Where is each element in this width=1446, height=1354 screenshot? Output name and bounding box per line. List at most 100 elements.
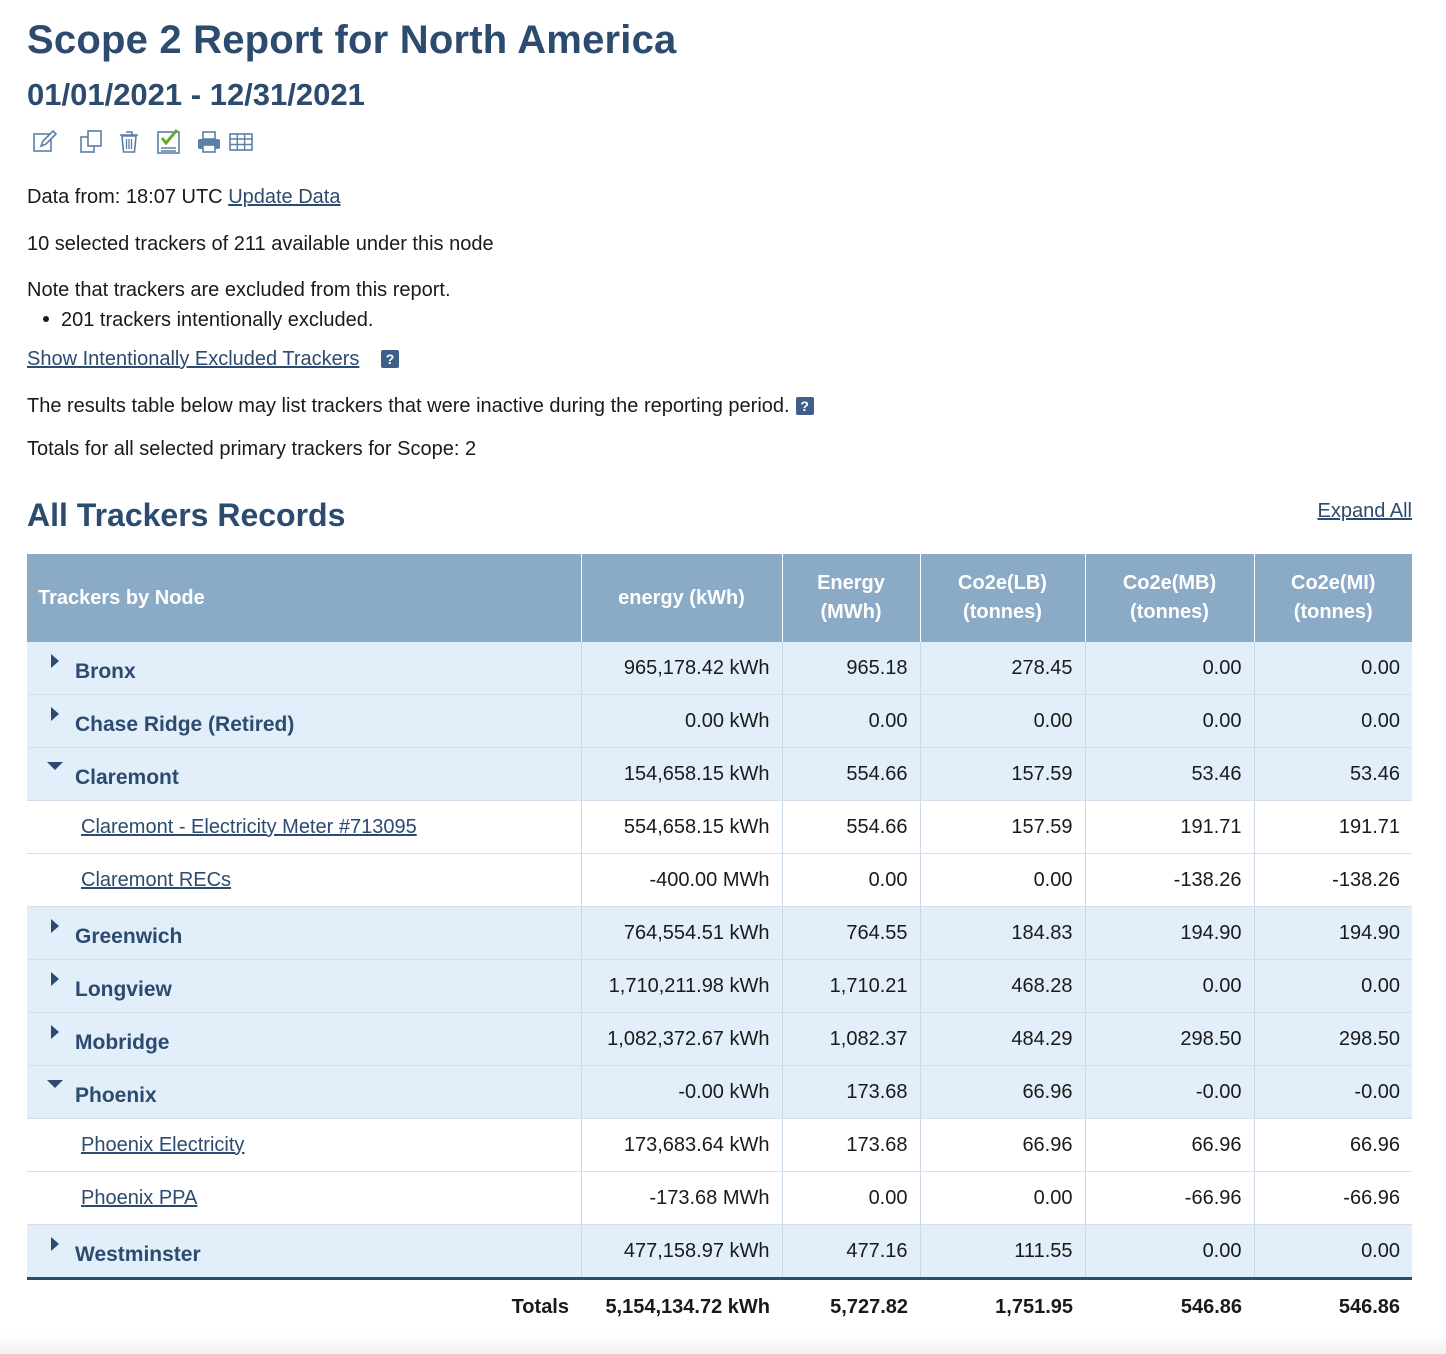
checklist-icon[interactable] — [155, 128, 183, 156]
report-date-range: 01/01/2021 - 12/31/2021 — [27, 77, 365, 112]
cell-co2e-mb: -0.00 — [1085, 1065, 1255, 1119]
cell-co2e-mi: 0.00 — [1254, 642, 1412, 695]
expand-all-link[interactable]: Expand All — [1317, 500, 1412, 522]
header-co2e-mi[interactable]: Co2e(MI) (tonnes) — [1254, 551, 1412, 642]
node-name-westminster[interactable]: Westminster — [75, 1243, 201, 1266]
table-row: Westminster 477,158.97 kWh 477.16 111.55… — [27, 1224, 1412, 1280]
node-name-longview[interactable]: Longview — [75, 978, 172, 1001]
tracker-cell: Phoenix Electricity — [27, 1118, 582, 1172]
cell-co2e-mi: -0.00 — [1254, 1065, 1412, 1119]
show-excluded-trackers-link[interactable]: Show Intentionally Excluded Trackers — [27, 348, 360, 370]
cell-energy-kwh: 1,082,372.67 kWh — [581, 1012, 783, 1066]
table-row: Mobridge 1,082,372.67 kWh 1,082.37 484.2… — [27, 1012, 1412, 1066]
cell-co2e-mi: 194.90 — [1254, 906, 1412, 960]
caret-right-icon[interactable] — [47, 917, 63, 933]
header-energy-mwh-line1: Energy — [817, 572, 885, 594]
caret-down-icon[interactable] — [47, 1076, 63, 1092]
caret-down-icon[interactable] — [47, 758, 63, 774]
caret-right-icon[interactable] — [47, 1023, 63, 1039]
tracker-cell: Phoenix PPA — [27, 1171, 582, 1225]
table-row: Claremont 154,658.15 kWh 554.66 157.59 5… — [27, 747, 1412, 801]
cell-co2e-lb: 468.28 — [920, 959, 1086, 1013]
table-row: Longview 1,710,211.98 kWh 1,710.21 468.2… — [27, 959, 1412, 1013]
page-title: Scope 2 Report for North America — [27, 18, 677, 62]
table-row: Phoenix Electricity 173,683.64 kWh 173.6… — [27, 1118, 1412, 1172]
selected-trackers-text: 10 selected trackers of 211 available un… — [27, 233, 494, 255]
cell-energy-mwh: 0.00 — [782, 853, 921, 907]
help-icon[interactable]: ? — [795, 396, 814, 415]
node-cell: Bronx — [27, 642, 582, 695]
table-row: Claremont RECs -400.00 MWh 0.00 0.00 -13… — [27, 853, 1412, 907]
totals-label: Totals — [27, 1278, 581, 1334]
header-co2e-lb-line1: Co2e(LB) — [958, 572, 1047, 594]
node-name-phoenix[interactable]: Phoenix — [75, 1084, 157, 1107]
cell-co2e-lb: 484.29 — [920, 1012, 1086, 1066]
caret-right-icon[interactable] — [47, 970, 63, 986]
cell-energy-mwh: 1,082.37 — [782, 1012, 921, 1066]
cell-energy-mwh: 554.66 — [782, 800, 921, 854]
cell-energy-mwh: 965.18 — [782, 642, 921, 695]
edit-icon[interactable] — [31, 128, 59, 156]
caret-right-icon[interactable] — [47, 705, 63, 721]
table-row: Bronx 965,178.42 kWh 965.18 278.45 0.00 … — [27, 642, 1412, 695]
node-name-greenwich[interactable]: Greenwich — [75, 925, 183, 948]
table-row: Phoenix PPA -173.68 MWh 0.00 0.00 -66.96… — [27, 1171, 1412, 1225]
cell-energy-kwh: 173,683.64 kWh — [581, 1118, 783, 1172]
cell-co2e-lb: 184.83 — [920, 906, 1086, 960]
header-co2e-lb-line2: (tonnes) — [963, 601, 1042, 623]
total-co2e-mi: 546.86 — [1254, 1278, 1412, 1334]
cell-co2e-mi: 298.50 — [1254, 1012, 1412, 1066]
node-name-bronx[interactable]: Bronx — [75, 660, 136, 683]
cell-co2e-lb: 0.00 — [920, 853, 1086, 907]
excluded-count-text: 201 trackers intentionally excluded. — [61, 309, 374, 331]
node-name-chase-ridge[interactable]: Chase Ridge (Retired) — [75, 713, 295, 736]
cell-co2e-mb: 0.00 — [1085, 694, 1255, 748]
copy-icon[interactable] — [77, 128, 105, 156]
cell-co2e-lb: 111.55 — [920, 1224, 1086, 1280]
cell-energy-kwh: 764,554.51 kWh — [581, 906, 783, 960]
cell-co2e-mi: -66.96 — [1254, 1171, 1412, 1225]
print-icon[interactable] — [195, 128, 223, 156]
caret-right-icon[interactable] — [47, 652, 63, 668]
header-energy-mwh-line2: (MWh) — [820, 601, 882, 623]
cell-co2e-mb: 194.90 — [1085, 906, 1255, 960]
section-title: All Trackers Records — [27, 497, 346, 533]
header-trackers-by-node[interactable]: Trackers by Node — [27, 551, 582, 642]
node-name-mobridge[interactable]: Mobridge — [75, 1031, 170, 1054]
tracker-link-claremont-meter[interactable]: Claremont - Electricity Meter #713095 — [81, 815, 417, 838]
cell-energy-kwh: -400.00 MWh — [581, 853, 783, 907]
exclusion-note: Note that trackers are excluded from thi… — [27, 279, 451, 301]
page-bottom-edge — [0, 1334, 1446, 1354]
tracker-link-phoenix-ppa[interactable]: Phoenix PPA — [81, 1186, 198, 1209]
cell-energy-kwh: 477,158.97 kWh — [581, 1224, 783, 1280]
cell-energy-kwh: 554,658.15 kWh — [581, 800, 783, 854]
help-icon[interactable]: ? — [380, 349, 399, 368]
cell-energy-mwh: 0.00 — [782, 694, 921, 748]
bullet-dot — [43, 315, 49, 322]
cell-co2e-mb: 66.96 — [1085, 1118, 1255, 1172]
cell-co2e-lb: 157.59 — [920, 800, 1086, 854]
header-co2e-mb-line1: Co2e(MB) — [1122, 572, 1217, 594]
tracker-link-claremont-recs[interactable]: Claremont RECs — [81, 868, 232, 891]
tracker-link-phoenix-electricity[interactable]: Phoenix Electricity — [81, 1133, 245, 1156]
cell-co2e-mb: 298.50 — [1085, 1012, 1255, 1066]
header-energy-kwh[interactable]: energy (kWh) — [581, 551, 783, 642]
cell-co2e-mb: -66.96 — [1085, 1171, 1255, 1225]
cell-energy-mwh: 477.16 — [782, 1224, 921, 1280]
header-co2e-mb[interactable]: Co2e(MB) (tonnes) — [1085, 551, 1255, 642]
header-co2e-lb[interactable]: Co2e(LB) (tonnes) — [920, 551, 1086, 642]
node-cell: Longview — [27, 959, 582, 1013]
header-energy-mwh[interactable]: Energy (MWh) — [782, 551, 921, 642]
cell-co2e-mi: 191.71 — [1254, 800, 1412, 854]
caret-right-icon[interactable] — [47, 1235, 63, 1251]
node-name-claremont[interactable]: Claremont — [75, 766, 179, 789]
table-row: Chase Ridge (Retired) 0.00 kWh 0.00 0.00… — [27, 694, 1412, 748]
update-data-link[interactable]: Update Data — [228, 186, 341, 208]
cell-energy-kwh: 154,658.15 kWh — [581, 747, 783, 801]
cell-co2e-mi: -138.26 — [1254, 853, 1412, 907]
trash-icon[interactable] — [115, 128, 143, 156]
table-icon[interactable] — [227, 128, 255, 156]
cell-co2e-lb: 278.45 — [920, 642, 1086, 695]
header-co2e-mi-line2: (tonnes) — [1293, 601, 1373, 623]
data-from-line: Data from: 18:07 UTC Update Data — [27, 186, 340, 209]
